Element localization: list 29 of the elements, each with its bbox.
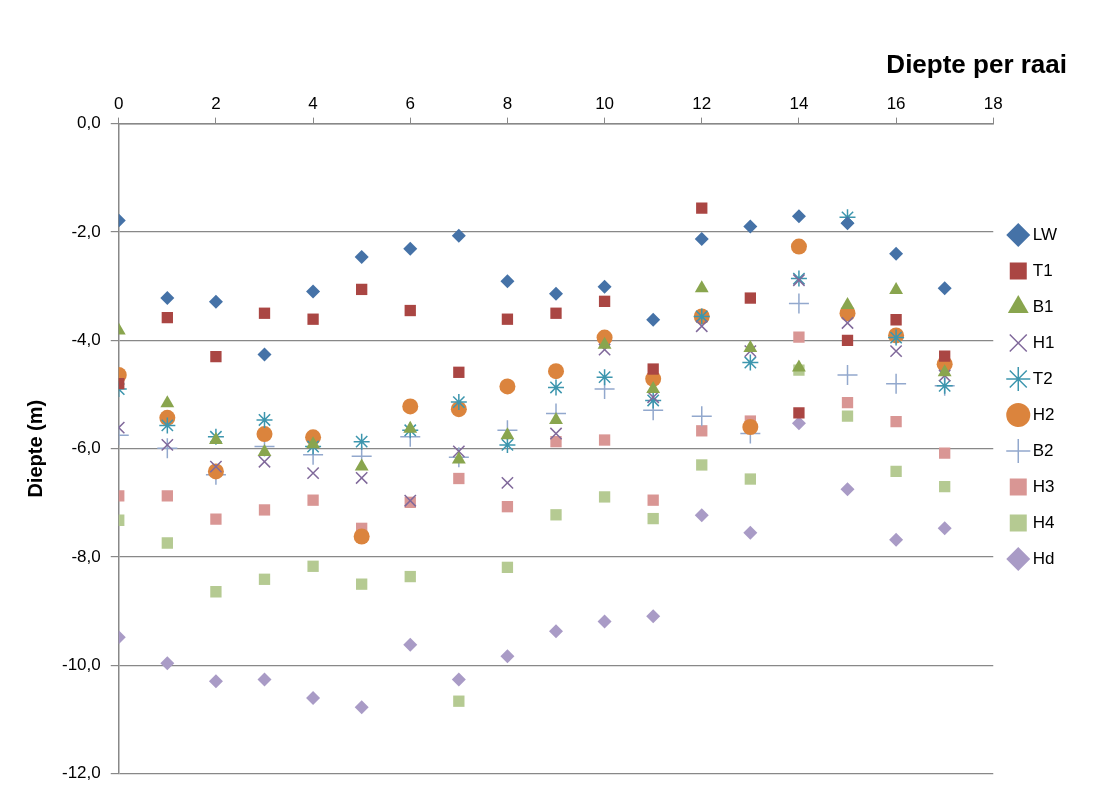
y-tick-label: -4,0 (71, 330, 101, 350)
x-tick-label: 8 (502, 94, 513, 114)
y-tick-label: -12,0 (62, 763, 101, 783)
y-tick-label: -8,0 (71, 546, 101, 566)
x-tick-label: 4 (308, 94, 318, 114)
legend-label: T1 (1032, 260, 1053, 280)
y-tick-label: -10,0 (62, 655, 101, 675)
legend-label: B1 (1032, 296, 1054, 316)
chart-title: Diepte per raai (886, 48, 1067, 79)
y-axis-title: Diepte (m) (23, 399, 46, 498)
legend-label: H4 (1032, 512, 1055, 532)
legend-label: H3 (1032, 476, 1055, 496)
x-tick-label: 16 (886, 94, 906, 114)
x-tick-label: 18 (983, 94, 1003, 114)
legend-label: B2 (1032, 440, 1054, 460)
x-tick-label: 6 (405, 94, 415, 114)
y-tick-label: 0,0 (77, 113, 101, 133)
legend-label: H2 (1032, 404, 1055, 424)
y-tick-label: -2,0 (71, 221, 101, 241)
x-tick-label: 2 (211, 94, 221, 114)
x-tick-label: 12 (692, 94, 712, 114)
x-tick-label: 0 (114, 94, 124, 114)
legend-label: LW (1032, 224, 1058, 244)
legend-label: T2 (1032, 368, 1053, 388)
x-tick-label: 14 (789, 94, 809, 114)
y-tick-label: -6,0 (71, 438, 101, 458)
legend-label: H1 (1032, 332, 1055, 352)
legend-label: Hd (1032, 548, 1055, 568)
x-tick-label: 10 (595, 94, 615, 114)
